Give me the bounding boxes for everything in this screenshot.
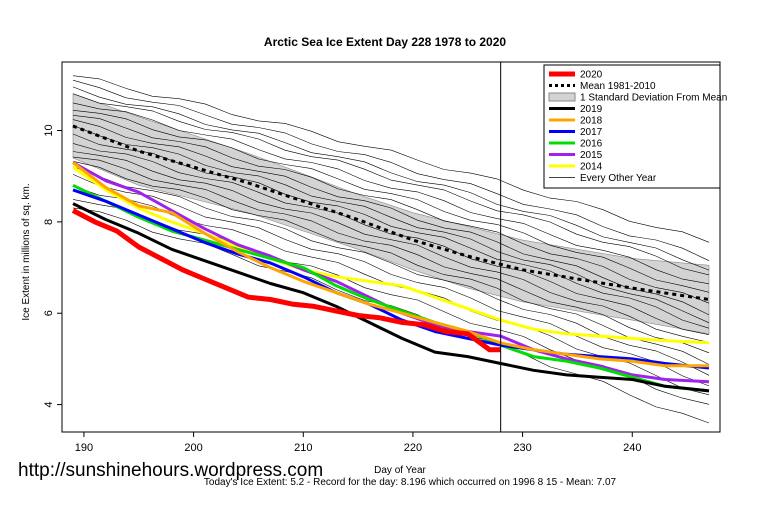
other-year-line [72,86,710,271]
legend-label: 2015 [580,150,603,161]
legend-label: 2019 [580,104,603,115]
x-tick-label: 240 [623,442,641,454]
watermark-url[interactable]: http://sunshinehours.wordpress.com [18,460,323,481]
other-year-line [72,151,710,343]
legend-label: 2017 [580,127,603,138]
chart-title: Arctic Sea Ice Extent Day 228 1978 to 20… [264,35,506,49]
other-year-line [72,79,710,261]
other-year-line [72,207,710,424]
x-tick-label: 220 [404,442,422,454]
y-axis: 4 6 8 10 [43,124,62,408]
legend-label: 2016 [580,139,603,150]
x-tick-label: 200 [184,442,202,454]
y-tick-label: 6 [43,310,55,316]
y-tick-label: 8 [43,219,55,225]
series-2018-line [72,161,709,368]
other-year-line [72,110,710,293]
mean-layer [72,124,710,301]
mean-line [72,124,710,301]
y-tick-label: 4 [43,402,55,408]
x-tick-label: 230 [513,442,531,454]
series-2014-line [72,165,710,345]
other-year-line [72,161,710,365]
legend-label: Every Other Year [580,173,657,184]
x-tick-label: 190 [75,442,93,454]
other-year-line [72,93,710,276]
legend-label: 2020 [580,70,603,81]
std-band-layer [72,93,710,335]
y-axis-label: Ice Extent in millions of sq. km. [21,183,32,320]
series-2017-line [72,188,710,370]
footer-stats: Today's Ice Extent: 5.2 - Record for the… [204,477,617,488]
std-deviation-band [72,93,710,335]
other-year-line [72,75,710,243]
series-layer [71,161,710,393]
other-year-line [72,174,710,387]
other-year-line [72,156,710,354]
other-year-line [72,115,710,304]
other-year-line [72,125,710,324]
other-year-line [72,143,710,335]
legend-label: 1 Standard Deviation From Mean [580,93,727,104]
legend-label: 2014 [580,162,603,173]
x-tick-label: 210 [294,442,312,454]
x-axis: 190 200 210 220 230 240 [75,432,641,454]
series-2019-line [72,202,710,393]
other-year-line [72,102,710,285]
legend-label: Mean 1981-2010 [580,81,656,92]
x-axis-label: Day of Year [374,465,426,476]
other-year-line [72,119,710,316]
series-2020-line [71,208,501,353]
legend-label: 2018 [580,116,603,127]
y-tick-label: 10 [43,124,55,136]
plot-frame [61,61,721,433]
legend-swatch [548,92,576,102]
